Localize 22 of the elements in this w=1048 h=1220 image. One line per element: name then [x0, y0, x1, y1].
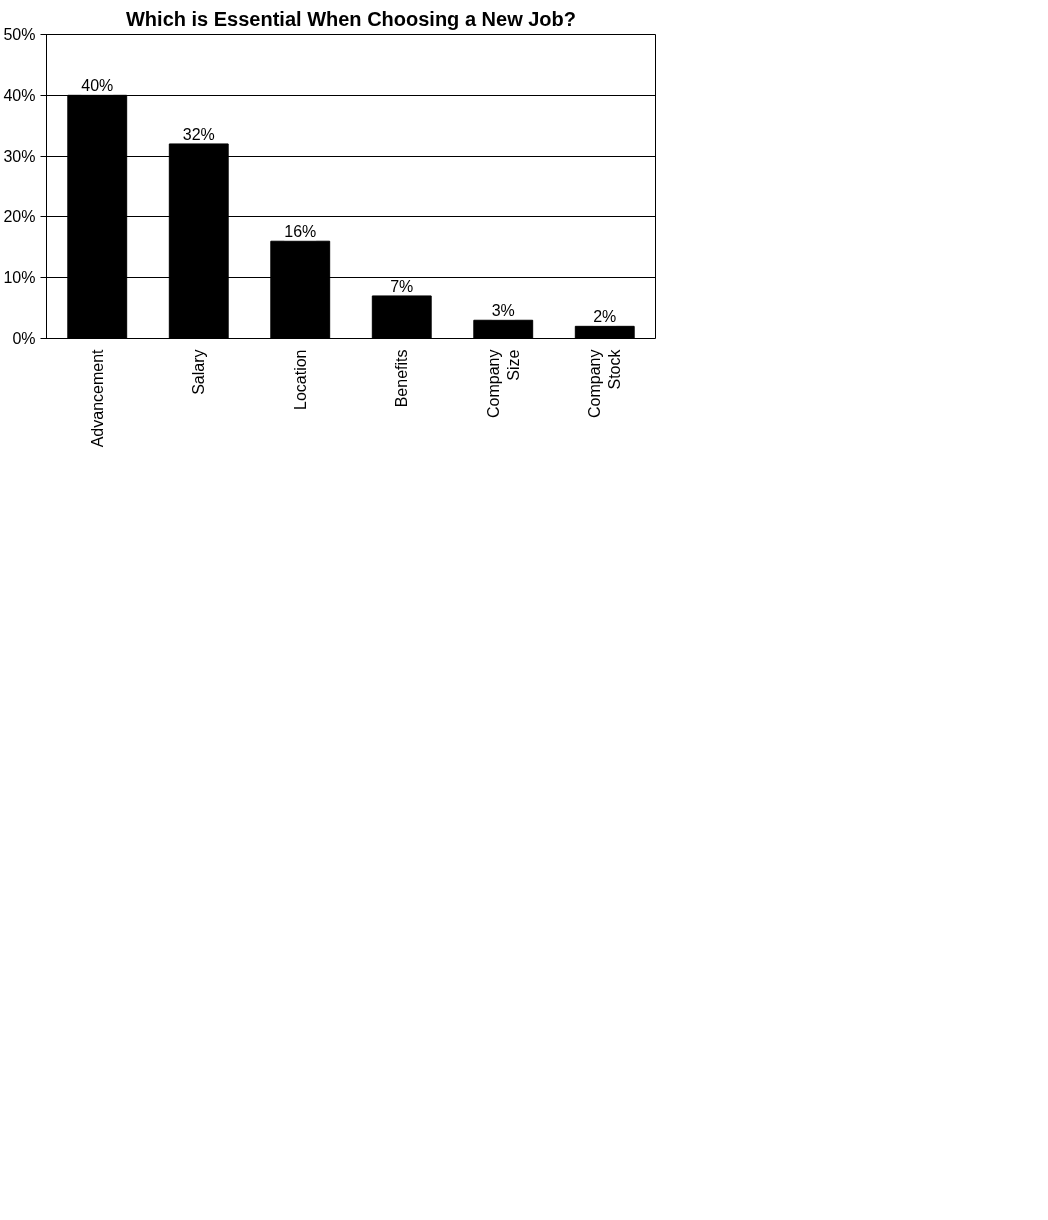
data-label: 2% — [593, 308, 617, 326]
y-tick-label: 40% — [3, 86, 36, 104]
x-tick-label: Advancement — [88, 348, 106, 448]
y-tick-label: 50% — [3, 26, 36, 43]
y-tick-label: 10% — [3, 269, 36, 287]
data-label: 40% — [81, 77, 114, 95]
data-label: 7% — [390, 277, 414, 295]
y-tick-label: 0% — [12, 330, 36, 347]
y-tick-label: 20% — [3, 208, 36, 226]
y-tick-label: 30% — [3, 147, 36, 165]
bar — [371, 295, 432, 339]
data-label: 16% — [284, 223, 317, 241]
x-tick-label: Location — [291, 349, 309, 410]
data-label: 3% — [491, 302, 515, 320]
chart-title: Which is Essential When Choosing a New Job? — [125, 7, 577, 30]
bar — [473, 319, 534, 339]
x-tick-label: Salary — [190, 349, 208, 395]
x-tick-label: Company Size — [484, 349, 522, 418]
x-tick-label: Benefits — [393, 349, 411, 408]
bar — [574, 325, 635, 339]
data-label: 32% — [182, 125, 215, 143]
x-tick-label: Company Stock — [586, 348, 624, 418]
